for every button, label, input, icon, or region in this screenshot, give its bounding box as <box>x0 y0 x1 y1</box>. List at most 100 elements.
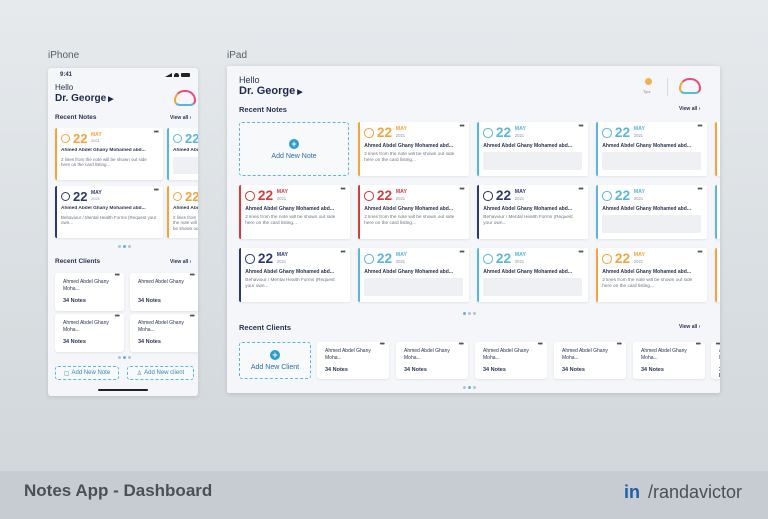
more-options-icon[interactable]: ••• <box>114 272 120 279</box>
note-type-icon <box>173 134 182 143</box>
client-card[interactable]: •••Ahmed Abdel Ghany Moha...34 Notes <box>396 341 468 379</box>
note-color-bar <box>239 248 241 302</box>
more-options-icon[interactable]: ••• <box>153 129 159 136</box>
footer-title: Notes App - Dashboard <box>24 481 213 500</box>
note-month: MAY <box>514 189 526 196</box>
more-options-icon[interactable]: ••• <box>459 186 464 194</box>
more-options-icon[interactable]: ••• <box>189 313 195 320</box>
note-color-bar <box>55 186 57 238</box>
plus-icon: + <box>270 350 280 360</box>
clients-pager[interactable] <box>118 356 131 359</box>
more-options-icon[interactable]: ••• <box>189 272 195 279</box>
client-card[interactable]: •••Ahmed Abdel Ghany Moha...34 Notes <box>55 313 124 352</box>
more-options-icon[interactable]: ••• <box>578 249 583 257</box>
note-author: Ahmed Abdel Ghany Mohamed abd... <box>245 269 335 275</box>
more-options-icon[interactable]: ••• <box>340 249 345 257</box>
more-options-icon[interactable]: ••• <box>697 249 702 257</box>
client-card[interactable]: •••Ahmed Abdel Ghany Moha...34 Notes <box>130 313 198 352</box>
more-options-icon[interactable]: ••• <box>715 341 720 348</box>
user-name-link[interactable]: Dr. George ▶ <box>239 85 303 97</box>
user-name-link[interactable]: Dr. George ▶ <box>55 93 114 104</box>
note-type-icon <box>173 192 182 201</box>
note-day: 22 <box>495 125 512 141</box>
add-new-client-card[interactable]: + Add New Client <box>239 342 311 379</box>
add-new-note-card[interactable]: + Add New Note <box>239 122 349 176</box>
note-month: MAY <box>395 189 407 196</box>
more-options-icon[interactable]: ••• <box>616 341 622 348</box>
note-day: 22 <box>257 251 274 267</box>
note-preview: Behaviour / Mental Health Forms (Request… <box>245 278 335 290</box>
note-type-icon <box>364 191 374 201</box>
add-new-client-button[interactable]: ♙ Add New client <box>127 366 194 380</box>
ipad-label: iPad <box>227 50 248 61</box>
client-name: Ahmed Abdel Ghany Moha... <box>641 348 687 361</box>
view-all-notes-link[interactable]: View all › <box>679 106 701 112</box>
client-name: Ahmed Abdel Ghany Moha... <box>63 320 109 333</box>
client-card[interactable]: •••Ahmed Abdel Ghany Moha...34 Notes <box>633 341 705 379</box>
client-name: Ahmed Abdel Ghany Moha... <box>325 348 371 361</box>
add-new-note-button[interactable]: ▢ Add New Note <box>55 366 119 380</box>
note-month: MAY <box>395 252 407 259</box>
tips-icon[interactable] <box>645 78 652 85</box>
client-notes-count: 34 Notes <box>562 367 585 373</box>
view-all-notes-link[interactable]: View all › <box>170 115 192 121</box>
client-card[interactable]: •••Ahmed Abdel Ghany Moha...34 Notes <box>711 341 720 379</box>
note-card[interactable] <box>715 248 720 302</box>
greeting: Hello <box>239 75 260 85</box>
note-month: MAY <box>514 252 526 259</box>
linkedin-icon: in <box>624 482 640 502</box>
notes-pager[interactable] <box>118 245 131 248</box>
note-card[interactable] <box>715 185 720 239</box>
more-options-icon[interactable]: ••• <box>458 341 464 348</box>
note-card[interactable] <box>715 122 720 176</box>
note-color-bar <box>358 185 360 239</box>
client-card[interactable]: •••Ahmed Abdel Ghany Moha...34 Notes <box>55 272 124 311</box>
more-options-icon[interactable]: ••• <box>340 186 345 194</box>
note-color-bar <box>715 122 717 176</box>
note-day: 22 <box>495 188 512 204</box>
more-options-icon[interactable]: ••• <box>697 186 702 194</box>
more-options-icon[interactable]: ••• <box>578 186 583 194</box>
more-options-icon[interactable]: ••• <box>459 123 464 131</box>
more-options-icon[interactable]: ••• <box>537 341 543 348</box>
more-options-icon[interactable]: ••• <box>697 123 702 131</box>
more-options-icon[interactable]: ••• <box>578 123 583 131</box>
notes-pager[interactable] <box>463 312 476 315</box>
view-all-clients-link[interactable]: View all › <box>679 324 701 330</box>
client-card[interactable]: ••• Ahmed Abdel Ghany 34 Notes <box>130 272 198 311</box>
more-options-icon[interactable]: ••• <box>459 249 464 257</box>
more-options-icon[interactable]: ••• <box>695 341 701 348</box>
client-card[interactable]: •••Ahmed Abdel Ghany Moha...34 Notes <box>317 341 389 379</box>
recent-clients-title: Recent Clients <box>55 258 101 265</box>
note-preview: Behaviour / Mental Health Forms (Request… <box>483 215 573 227</box>
note-year: 2021 <box>514 195 525 201</box>
client-card[interactable]: •••Ahmed Abdel Ghany Moha...34 Notes <box>475 341 547 379</box>
more-options-icon[interactable]: ••• <box>114 313 120 320</box>
note-color-bar <box>477 122 479 176</box>
view-all-clients-link[interactable]: View all › <box>170 259 192 265</box>
note-day: 22 <box>73 131 88 146</box>
client-card[interactable]: •••Ahmed Abdel Ghany Moha...34 Notes <box>554 341 626 379</box>
more-options-icon[interactable]: ••• <box>153 187 159 194</box>
note-author: Ahmed Abdel Ghany Mohamed abd... <box>173 148 198 153</box>
note-type-icon <box>61 192 70 201</box>
note-preview: 2 lines from the note will be shown out … <box>602 278 693 290</box>
iphone-label: iPhone <box>48 50 80 61</box>
more-options-icon[interactable]: ••• <box>379 341 385 348</box>
clients-pager[interactable] <box>463 386 476 389</box>
